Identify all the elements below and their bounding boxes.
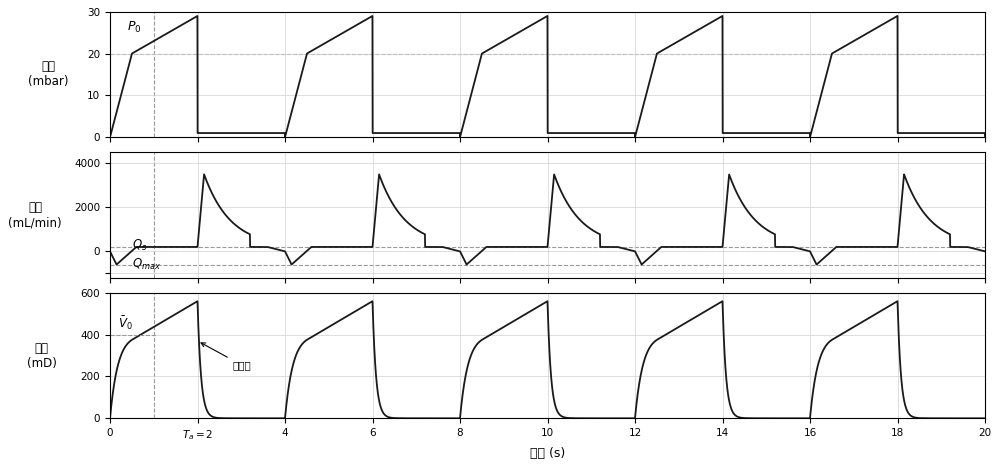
Y-axis label: 容量
(mD): 容量 (mD) <box>27 342 57 369</box>
X-axis label: 时间 (s): 时间 (s) <box>530 447 565 461</box>
Y-axis label: 流量
(mL/min): 流量 (mL/min) <box>8 201 62 229</box>
Text: $Q_{max}$: $Q_{max}$ <box>132 257 161 272</box>
Text: $\bar{V}_0$: $\bar{V}_0$ <box>118 315 133 332</box>
Text: $Q_s$: $Q_s$ <box>132 238 147 253</box>
Text: 切换点: 切换点 <box>201 343 251 370</box>
Y-axis label: 压力
(mbar): 压力 (mbar) <box>28 61 69 88</box>
Text: $P_0$: $P_0$ <box>127 20 141 35</box>
